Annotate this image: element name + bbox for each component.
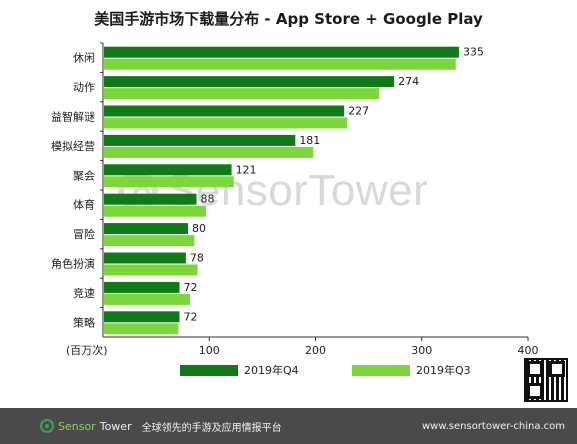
data-label-q4: 78 — [190, 252, 204, 265]
data-label-q4: 88 — [201, 193, 215, 206]
legend-swatch-q3 — [352, 364, 410, 376]
bar-q4-3 — [104, 134, 296, 146]
category-label: 动作 — [73, 81, 95, 94]
sensortower-logo-icon — [40, 419, 54, 433]
data-label-q4: 274 — [398, 75, 419, 88]
footer-logo: Sensor Tower — [40, 419, 132, 433]
bar-q3-1 — [104, 88, 380, 100]
x-tick-label: 300 — [411, 344, 432, 357]
bar-q4-8 — [104, 281, 180, 293]
data-label-q4: 72 — [184, 310, 198, 323]
footer-url[interactable]: www.sensortower-china.com — [421, 420, 565, 432]
data-label-q4: 121 — [236, 163, 257, 176]
legend-item-q4: 2019年Q4 — [180, 362, 299, 378]
footer-tagline: 全球领先的手游及应用情报平台 — [141, 422, 282, 434]
bar-q4-0 — [104, 46, 459, 58]
bar-q3-0 — [104, 58, 456, 70]
category-label: 竞速 — [73, 286, 95, 300]
data-label-q4: 335 — [463, 46, 484, 59]
legend-swatch-q4 — [180, 364, 238, 376]
bar-q4-5 — [104, 193, 197, 205]
category-label: 策略 — [73, 315, 95, 329]
data-label-q4: 227 — [348, 105, 369, 118]
bar-q3-9 — [104, 323, 179, 335]
bar-q3-8 — [104, 293, 191, 305]
category-label: 益智解谜 — [51, 110, 95, 124]
category-label: 聚会 — [73, 169, 95, 182]
x-tick-label: 100 — [199, 344, 220, 357]
bar-q3-5 — [104, 205, 207, 217]
category-label: 冒险 — [73, 227, 95, 241]
x-tick-label: 400 — [518, 344, 539, 357]
footer-brand-part1: Sensor — [58, 419, 96, 433]
legend-label-q4: 2019年Q4 — [244, 364, 299, 377]
chart-title: 美国手游市场下载量分布 - App Store + Google Play — [94, 10, 483, 28]
bar-q4-1 — [104, 76, 395, 88]
bar-q3-6 — [104, 235, 195, 247]
bar-q3-4 — [104, 176, 234, 188]
category-label: 模拟经营 — [51, 139, 95, 153]
category-label: 休闲 — [73, 51, 95, 65]
bar-q4-6 — [104, 223, 188, 235]
category-label: 角色扮演 — [51, 257, 95, 271]
data-label-q4: 80 — [192, 222, 206, 235]
bar-chart: 100 200 300 400 休闲 335 动作 274 益智解谜 227 模拟经营 181 聚会 12… — [51, 42, 539, 357]
footer-brand-part2: Tower — [99, 419, 132, 433]
bar-q4-7 — [104, 252, 186, 264]
bar-q3-2 — [104, 117, 348, 129]
bar-q4-2 — [104, 105, 345, 117]
bar-q4-4 — [104, 164, 232, 176]
data-label-q4: 72 — [184, 281, 198, 294]
footer-bar: Sensor Tower 全球领先的手游及应用情报平台 www.sensortow… — [0, 408, 577, 444]
qr-code-icon — [524, 358, 568, 402]
legend-label-q3: 2019年Q3 — [416, 364, 471, 377]
bar-q3-7 — [104, 264, 198, 276]
category-label: 体育 — [73, 198, 95, 212]
bar-q3-3 — [104, 146, 314, 158]
data-label-q4: 181 — [299, 134, 320, 147]
bar-q4-9 — [104, 311, 180, 323]
x-axis-unit-label: (百万次) — [66, 344, 108, 357]
x-tick-label: 200 — [305, 344, 326, 357]
legend-item-q3: 2019年Q3 — [352, 362, 471, 378]
